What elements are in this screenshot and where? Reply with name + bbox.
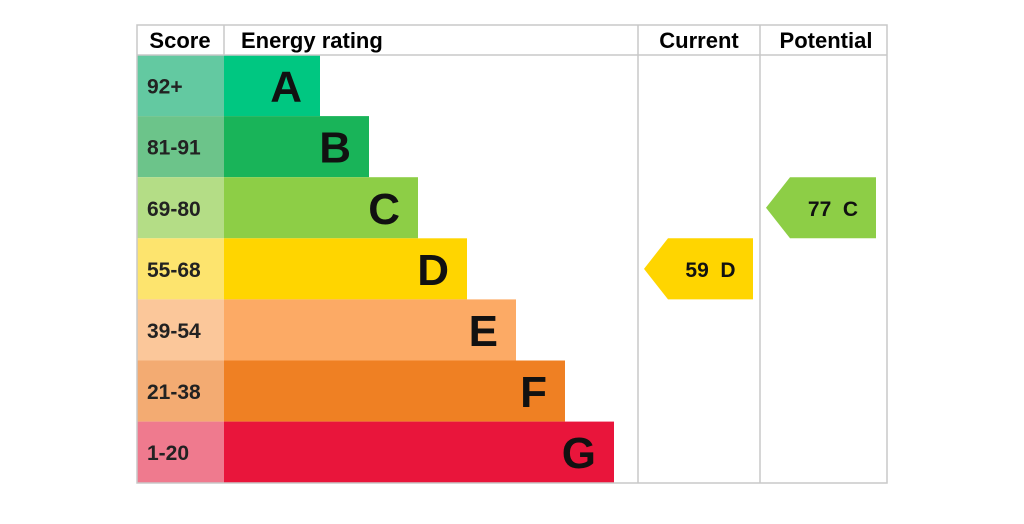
- score-cell-c: [137, 177, 224, 239]
- bands-layer: 92+ A 81-91 B 69-80 C 55-68 D 39-54 E 21-38 F 1-20 G: [137, 55, 614, 483]
- header-current: Current: [659, 28, 739, 53]
- score-label-b: 81-91: [147, 137, 201, 160]
- grid-layer: [136, 24, 888, 484]
- score-label-g: 1-20: [147, 442, 189, 465]
- header-score: Score: [149, 28, 210, 53]
- rating-letter-d: D: [417, 246, 449, 295]
- rating-letter-g: G: [562, 429, 596, 478]
- score-cell-d: [137, 238, 224, 300]
- rating-letter-a: A: [270, 63, 302, 112]
- rating-bar-e: [224, 299, 516, 361]
- table-border: [136, 24, 888, 484]
- rating-bar-g: [224, 421, 614, 483]
- rating-letter-b: B: [319, 124, 351, 173]
- score-cell-a: [137, 55, 224, 117]
- rating-bar-f: [224, 360, 565, 422]
- current-rating-label: 59 D: [685, 259, 735, 282]
- score-label-f: 21-38: [147, 381, 201, 404]
- header-potential: Potential: [780, 28, 873, 53]
- score-label-a: 92+: [147, 76, 183, 99]
- potential-rating-label: 77 C: [808, 198, 858, 221]
- score-cell-f: [137, 360, 224, 422]
- arrows-layer: 59 D 77 C: [644, 177, 876, 300]
- score-label-e: 39-54: [147, 320, 201, 343]
- rating-bar-a: [224, 55, 320, 117]
- score-cell-g: [137, 421, 224, 483]
- potential-rating-arrow: [766, 177, 876, 239]
- score-label-c: 69-80: [147, 198, 201, 221]
- score-cell-e: [137, 299, 224, 361]
- score-label-d: 55-68: [147, 259, 201, 282]
- header-energy-rating: Energy rating: [241, 28, 383, 53]
- rating-letter-f: F: [520, 368, 547, 417]
- header-row: Score Energy rating Current Potential: [149, 28, 872, 53]
- rating-letter-c: C: [368, 185, 400, 234]
- current-rating-arrow: [644, 238, 753, 300]
- rating-bar-b: [224, 116, 369, 178]
- rating-bar-d: [224, 238, 467, 300]
- rating-bar-c: [224, 177, 418, 239]
- score-cell-b: [137, 116, 224, 178]
- rating-letter-e: E: [469, 307, 498, 356]
